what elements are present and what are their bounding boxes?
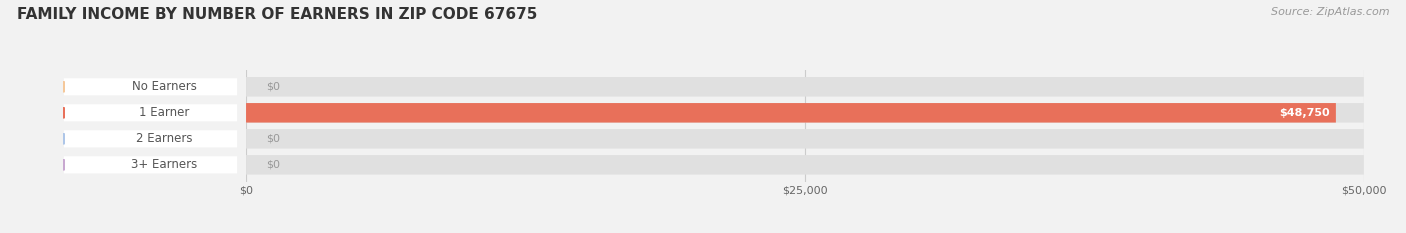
Text: FAMILY INCOME BY NUMBER OF EARNERS IN ZIP CODE 67675: FAMILY INCOME BY NUMBER OF EARNERS IN ZI…	[17, 7, 537, 22]
Text: $0: $0	[266, 160, 280, 170]
FancyBboxPatch shape	[63, 78, 238, 95]
Text: 3+ Earners: 3+ Earners	[131, 158, 197, 171]
Text: Source: ZipAtlas.com: Source: ZipAtlas.com	[1271, 7, 1389, 17]
Text: $48,750: $48,750	[1279, 108, 1330, 118]
FancyBboxPatch shape	[63, 156, 238, 173]
FancyBboxPatch shape	[63, 104, 238, 121]
FancyBboxPatch shape	[246, 155, 1364, 175]
FancyBboxPatch shape	[246, 77, 1364, 96]
FancyBboxPatch shape	[246, 129, 1364, 149]
FancyBboxPatch shape	[246, 103, 1336, 123]
Text: 1 Earner: 1 Earner	[139, 106, 190, 119]
Text: 2 Earners: 2 Earners	[136, 132, 193, 145]
FancyBboxPatch shape	[246, 103, 1364, 123]
Text: $0: $0	[266, 134, 280, 144]
FancyBboxPatch shape	[63, 130, 238, 147]
Text: $0: $0	[266, 82, 280, 92]
Text: No Earners: No Earners	[132, 80, 197, 93]
